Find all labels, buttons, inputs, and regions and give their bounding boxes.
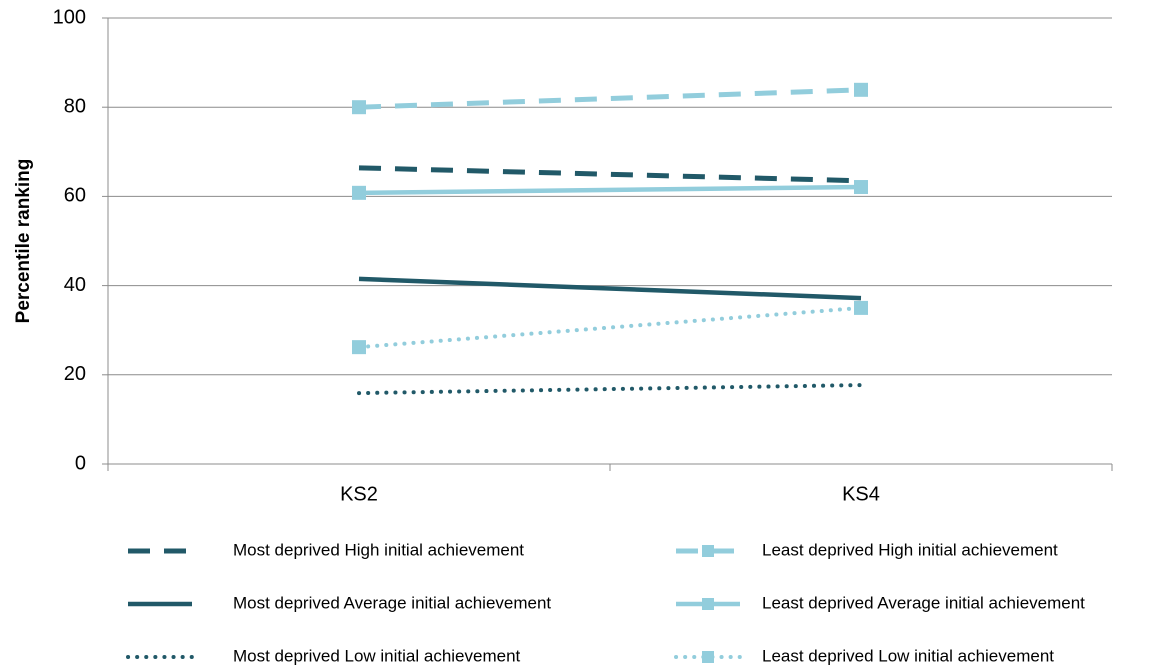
series-line bbox=[358, 184, 862, 196]
series-line bbox=[358, 165, 862, 184]
x-tick-label: KS4 bbox=[842, 483, 880, 505]
y-tick-label: 20 bbox=[64, 363, 86, 385]
marker bbox=[854, 82, 868, 97]
series-line bbox=[357, 383, 863, 396]
legend-label: Least deprived Low initial achievement bbox=[762, 646, 1054, 665]
y-tick-label: 100 bbox=[53, 6, 86, 28]
marker bbox=[854, 180, 868, 195]
legend-marker bbox=[702, 598, 714, 610]
legend-label: Least deprived High initial achievement bbox=[762, 540, 1058, 559]
marker bbox=[352, 185, 366, 200]
y-tick-label: 80 bbox=[64, 95, 86, 117]
x-tick-label: KS2 bbox=[340, 483, 378, 505]
marker bbox=[352, 340, 366, 355]
legend-marker bbox=[702, 545, 714, 557]
y-tick-label: 0 bbox=[75, 452, 86, 474]
marker bbox=[854, 300, 868, 315]
legend-marker bbox=[702, 651, 714, 663]
y-tick-label: 40 bbox=[64, 274, 86, 296]
y-tick-label: 60 bbox=[64, 185, 86, 207]
legend-label: Most deprived Low initial achievement bbox=[233, 646, 521, 665]
series-line bbox=[358, 87, 862, 110]
legend-label: Most deprived Average initial achievemen… bbox=[233, 593, 551, 612]
y-axis-label: Percentile ranking bbox=[13, 159, 34, 324]
series-line bbox=[357, 305, 863, 350]
series-line bbox=[358, 276, 862, 301]
marker bbox=[352, 100, 366, 115]
legend-label: Most deprived High initial achievement bbox=[233, 540, 524, 559]
legend-label: Least deprived Average initial achieveme… bbox=[762, 593, 1085, 612]
